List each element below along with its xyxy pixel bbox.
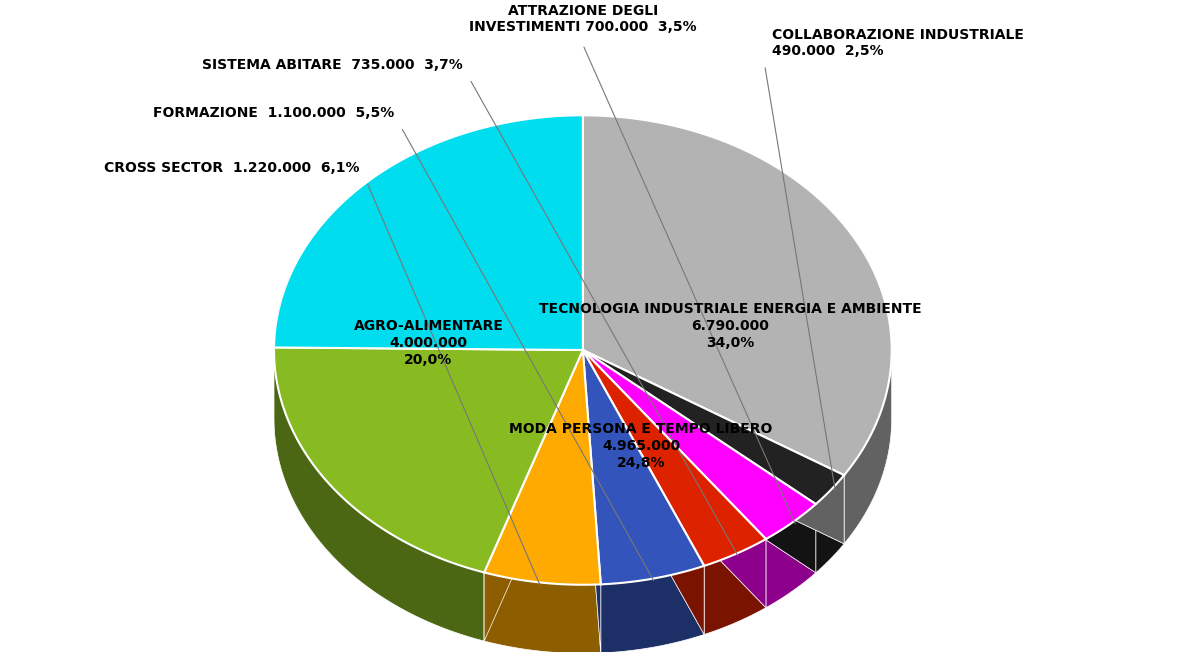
- Text: MODA PERSONA E TEMPO LIBERO
4.965.000
24,8%: MODA PERSONA E TEMPO LIBERO 4.965.000 24…: [510, 422, 773, 470]
- Polygon shape: [583, 350, 704, 584]
- Polygon shape: [583, 115, 892, 475]
- Polygon shape: [484, 350, 601, 585]
- Polygon shape: [583, 350, 601, 652]
- Text: ATTRAZIONE DEGLI
INVESTIMENTI 700.000  3,5%: ATTRAZIONE DEGLI INVESTIMENTI 700.000 3,…: [469, 4, 697, 35]
- Polygon shape: [274, 348, 583, 572]
- Text: SISTEMA ABITARE  735.000  3,7%: SISTEMA ABITARE 735.000 3,7%: [202, 58, 463, 72]
- Polygon shape: [484, 350, 583, 641]
- Polygon shape: [583, 350, 601, 652]
- Polygon shape: [583, 350, 844, 544]
- Text: FORMAZIONE  1.100.000  5,5%: FORMAZIONE 1.100.000 5,5%: [152, 106, 394, 120]
- Text: CROSS SECTOR  1.220.000  6,1%: CROSS SECTOR 1.220.000 6,1%: [104, 161, 360, 175]
- Polygon shape: [583, 350, 844, 504]
- Text: AGRO-ALIMENTARE
4.000.000
20,0%: AGRO-ALIMENTARE 4.000.000 20,0%: [354, 319, 503, 368]
- Polygon shape: [583, 350, 766, 608]
- Polygon shape: [274, 115, 583, 350]
- Polygon shape: [274, 350, 484, 641]
- Polygon shape: [484, 350, 583, 641]
- Polygon shape: [583, 350, 816, 539]
- Polygon shape: [766, 504, 816, 608]
- Polygon shape: [583, 350, 704, 634]
- Polygon shape: [583, 350, 766, 566]
- Polygon shape: [583, 350, 704, 634]
- Polygon shape: [844, 350, 892, 544]
- Polygon shape: [583, 350, 816, 572]
- Polygon shape: [601, 566, 704, 652]
- Text: TECNOLOGIA INDUSTRIALE ENERGIA E AMBIENTE
6.790.000
34,0%: TECNOLOGIA INDUSTRIALE ENERGIA E AMBIENT…: [539, 302, 922, 350]
- Polygon shape: [484, 572, 601, 652]
- Polygon shape: [704, 539, 766, 634]
- Polygon shape: [583, 350, 844, 544]
- Polygon shape: [583, 350, 766, 608]
- Polygon shape: [816, 475, 844, 572]
- Text: COLLABORAZIONE INDUSTRIALE
490.000  2,5%: COLLABORAZIONE INDUSTRIALE 490.000 2,5%: [772, 28, 1024, 58]
- Polygon shape: [583, 350, 816, 572]
